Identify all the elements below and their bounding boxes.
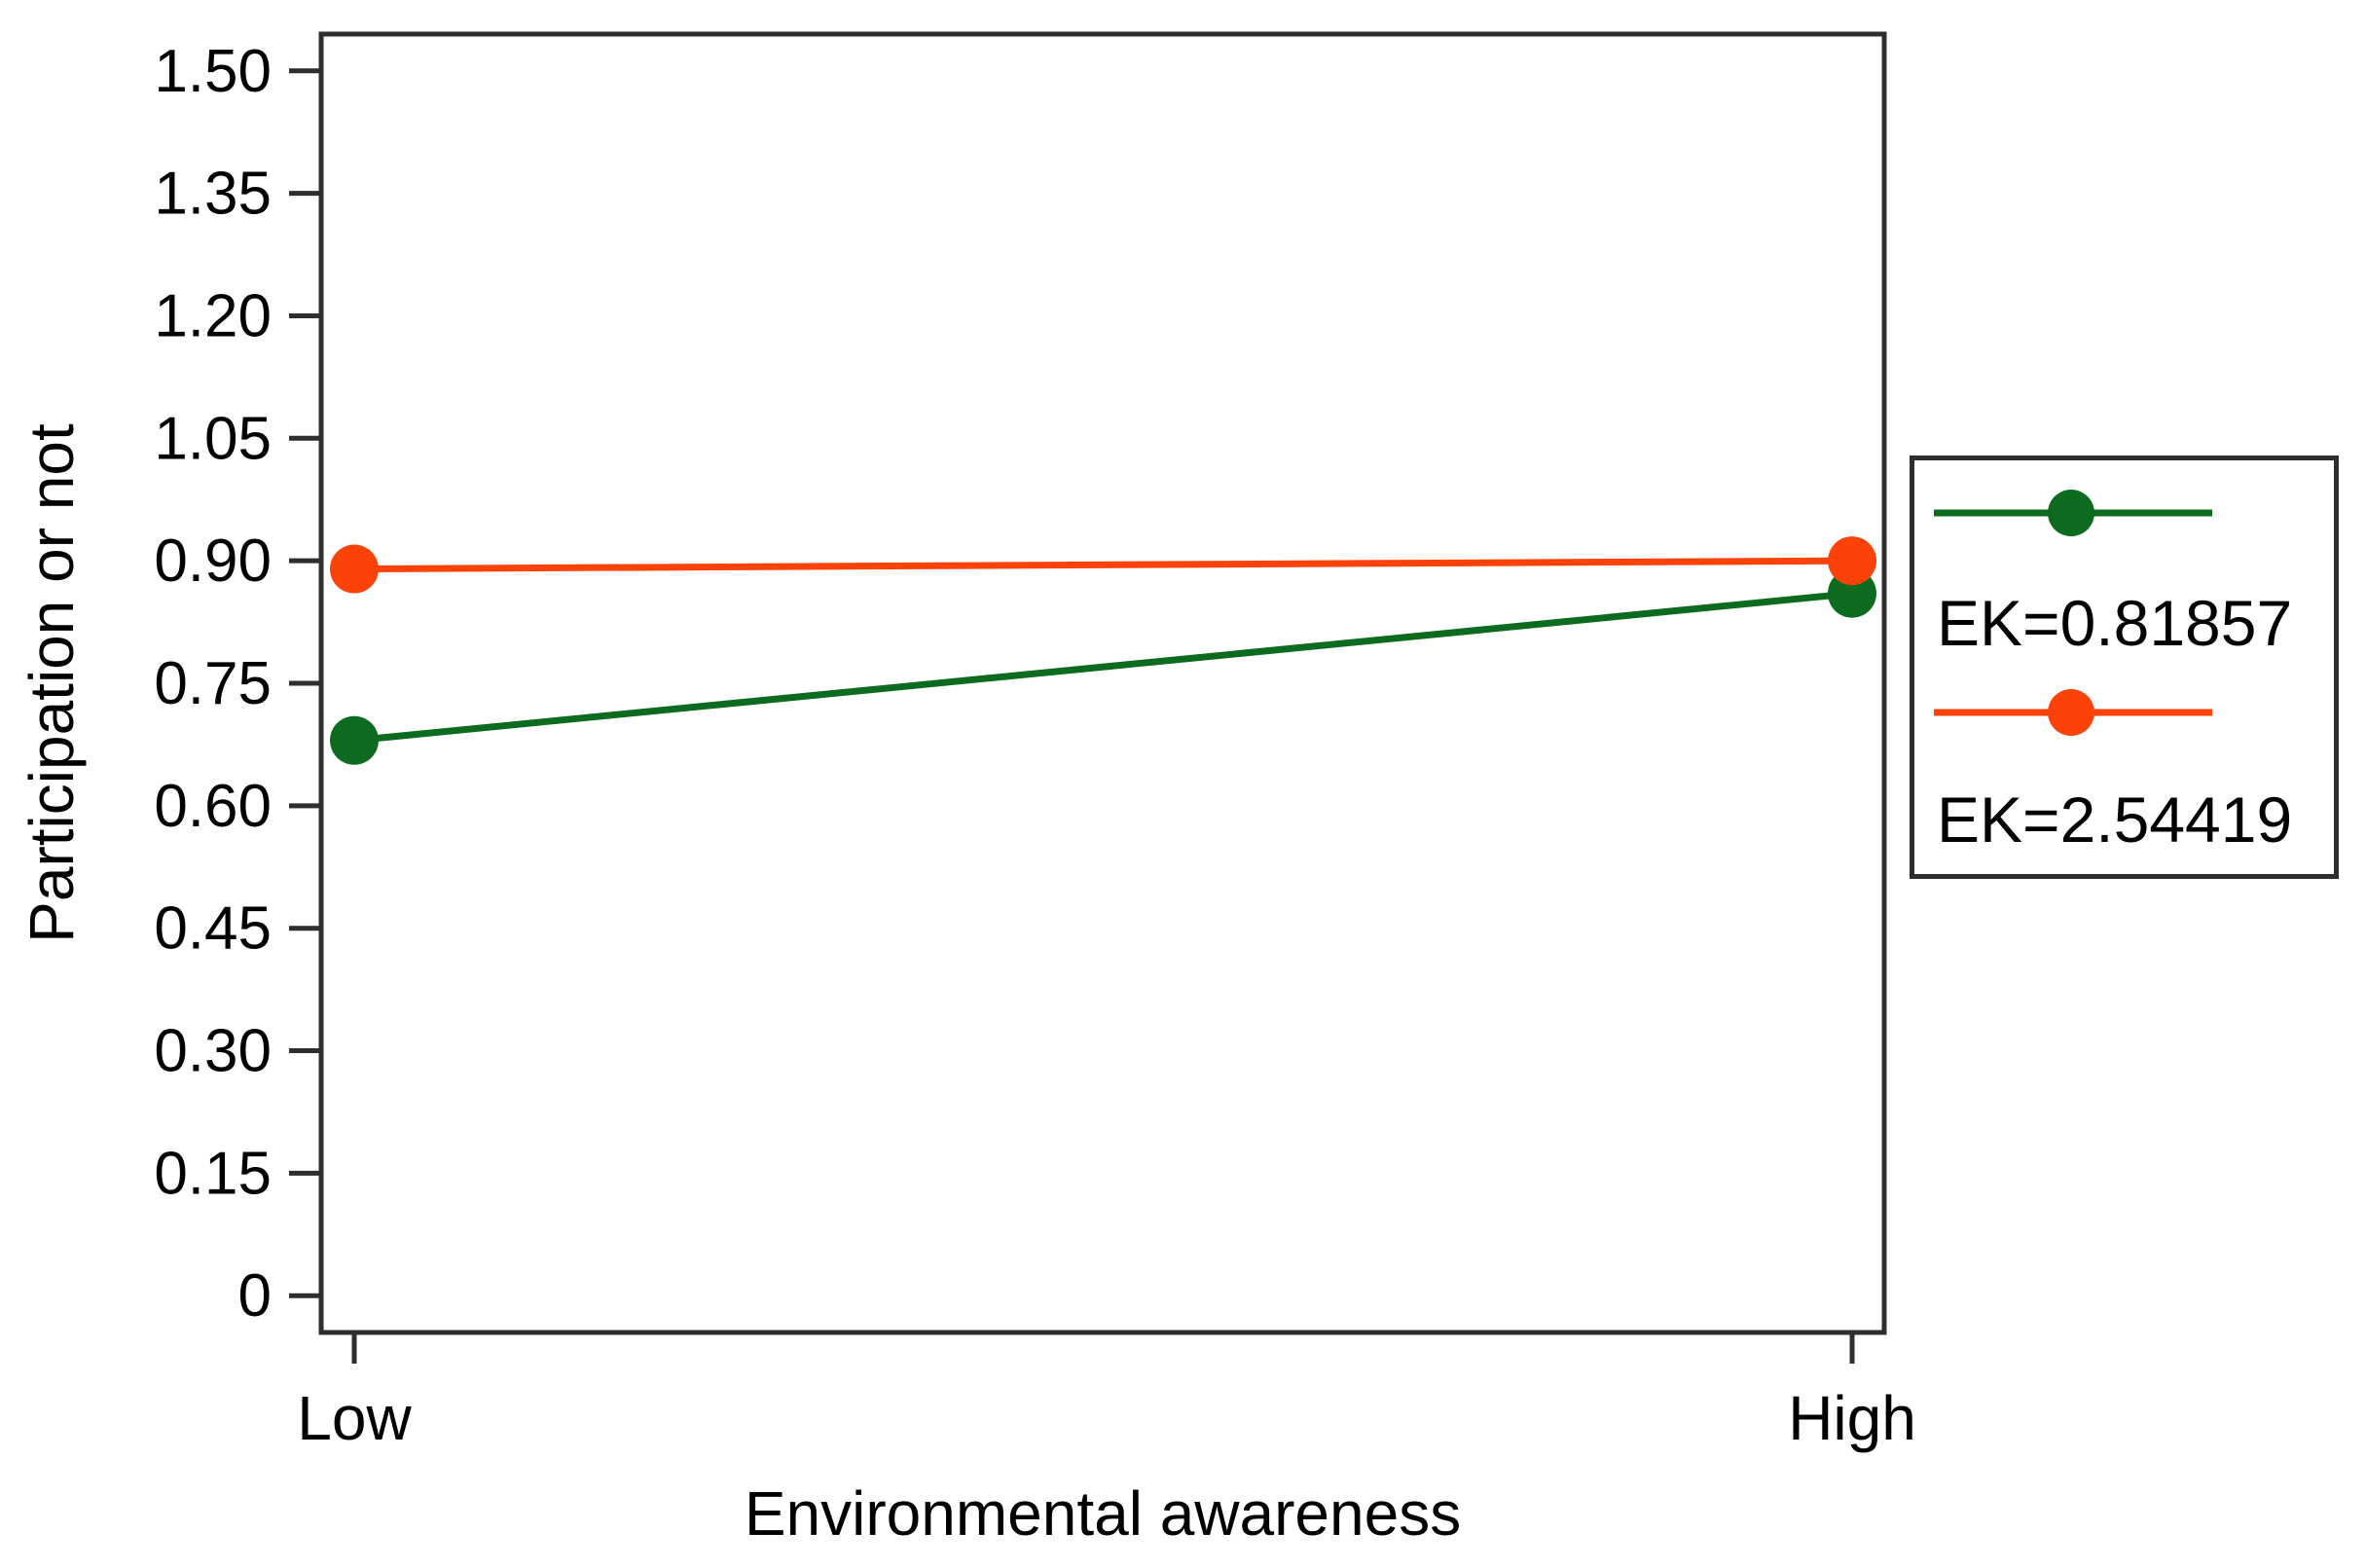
y-tick-label: 1.50: [154, 38, 272, 105]
data-point-ek-0-81857-low: [330, 715, 379, 765]
plot-box: [318, 31, 1887, 1335]
y-axis-title: Participation or not: [17, 423, 87, 943]
y-tick-label: 1.05: [154, 405, 272, 472]
y-tick-label: 0.75: [154, 650, 272, 717]
y-tick-label: 0: [238, 1262, 272, 1330]
legend-entry-label-1: EK=0.81857: [1937, 587, 2293, 659]
legend-entry-label-2: EK=2.54419: [1937, 784, 2293, 856]
legend: EK=0.81857 EK=2.54419: [1910, 456, 2339, 879]
legend-swatches: [1934, 490, 2212, 736]
legend-sample-marker-ek-0-81857: [2048, 490, 2094, 536]
y-tick-label: 0.45: [154, 895, 272, 963]
series-line-ek-2-54419: [353, 557, 1853, 573]
y-tick-label: 0.30: [154, 1018, 272, 1085]
y-tick-label: 1.35: [154, 161, 272, 228]
y-tick-label: 1.20: [154, 282, 272, 349]
data-point-ek-2-54419-low: [330, 544, 379, 594]
y-tick-label: 0.90: [154, 528, 272, 595]
x-category-label: Low: [297, 1383, 412, 1453]
y-tick-label: 0.60: [154, 773, 272, 840]
data-point-ek-2-54419-high: [1828, 536, 1876, 586]
legend-sample-marker-ek-2-54419: [2048, 689, 2094, 736]
y-tick-label: 0.15: [154, 1140, 272, 1207]
x-category-label: High: [1788, 1383, 1916, 1453]
x-axis-title: Environmental awareness: [745, 1478, 1461, 1549]
series-line-ek-0-81857: [353, 590, 1853, 745]
